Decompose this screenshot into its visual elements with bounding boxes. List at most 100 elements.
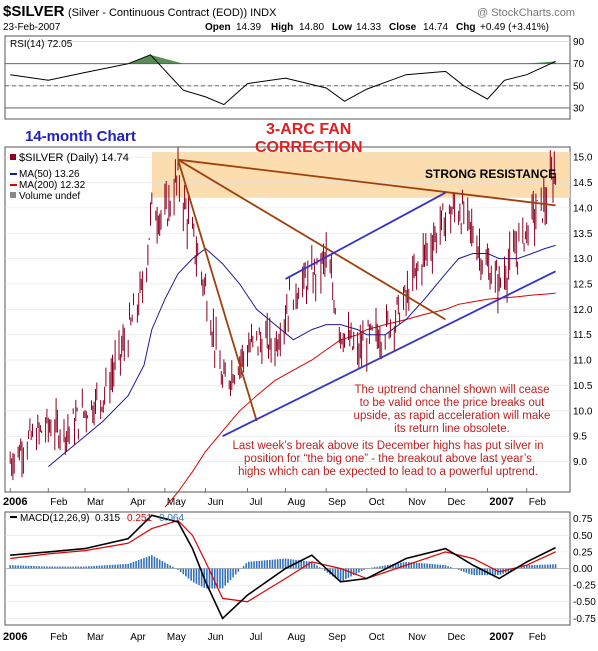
price-bars: [9, 147, 557, 481]
macd-hist-bar: [130, 562, 132, 569]
macd-hist-bar: [195, 568, 198, 584]
macd-hist-bar: [297, 560, 300, 569]
macd-hist-bar: [345, 568, 347, 580]
macd-hist-bar: [384, 565, 386, 569]
macd-hist-bar: [185, 568, 187, 577]
macd-hist-bar: [536, 564, 539, 569]
macd-hist-bar: [206, 568, 208, 589]
macd-hist-bar: [266, 560, 268, 569]
price-tick-label: 11.5: [573, 330, 592, 341]
macd-hist-bar: [187, 568, 190, 579]
breakout-note-line: highs which can be expected to lead to a…: [238, 466, 538, 478]
x-axis-label: Jun: [208, 632, 224, 643]
x-axis-label: Mar: [87, 632, 105, 643]
macd-hist-bar: [334, 568, 337, 579]
macd-hist-bar: [153, 556, 156, 569]
x-axis-label: Feb: [529, 497, 547, 508]
price-tick-label: 12.5: [573, 279, 593, 290]
channel-note-line: its return line obsolete.: [394, 423, 510, 435]
breakout-note-line: Last week’s break above its December hig…: [232, 440, 543, 452]
macd-hist-bar: [9, 565, 12, 569]
macd-hist-bar: [457, 568, 460, 570]
macd-hist-bar: [434, 564, 436, 569]
channel-note-line: upside, as rapid acceleration will make: [354, 410, 551, 422]
macd-hist-bar: [124, 564, 127, 569]
macd-hist-bar: [360, 568, 363, 572]
macd-hist-bar: [234, 568, 237, 575]
macd-hist-bar: [19, 565, 22, 569]
macd-hist-bar: [295, 559, 297, 569]
macd-hist-bar: [169, 565, 171, 569]
header-description: (Silver - Continuous Contract (EOD)) IND…: [68, 7, 277, 19]
macd-hist-bar: [300, 560, 303, 569]
x-axis-label: Oct: [369, 632, 385, 643]
macd-signal-value: 0.251: [127, 513, 152, 524]
header-date: 23-Feb-2007: [3, 22, 61, 33]
macd-hist-bar: [473, 568, 476, 576]
macd-hist-bar: [177, 568, 179, 570]
macd-hist-bar: [397, 563, 400, 569]
low-value: 14.33: [356, 22, 381, 33]
x-axis-label: Nov: [408, 632, 426, 643]
x-axis-label: Aug: [288, 497, 306, 508]
macd-hist-bar: [523, 566, 525, 569]
macd-hist-bar: [227, 568, 229, 583]
high-label: High: [271, 22, 293, 33]
macd-hist-bar: [25, 565, 27, 569]
price-tick-label: 10.0: [573, 406, 593, 417]
x-axis-label: Dec: [447, 632, 465, 643]
macd-hist-bar: [114, 564, 116, 569]
macd-hist-bar: [444, 565, 447, 569]
macd-hist-bar: [127, 563, 130, 569]
macd-hist-bar: [132, 561, 135, 569]
open-label: Open: [205, 22, 231, 33]
fan-title-2: CORRECTION: [255, 139, 363, 156]
macd-hist-bar: [394, 563, 397, 569]
macd-hist-bar: [22, 565, 25, 569]
macd-hist-bar: [418, 562, 421, 569]
macd-hist-bar: [119, 564, 122, 569]
macd-tick-label: 0.75: [573, 514, 593, 525]
macd-hist-bar: [554, 564, 557, 569]
macd-hist-bar: [463, 568, 465, 572]
macd-hist-bar: [276, 559, 279, 569]
macd-hist-bar: [224, 568, 227, 586]
x-axis-label: Feb: [50, 497, 68, 508]
macd-hist-bar: [35, 566, 38, 569]
macd-hist-bar: [531, 565, 533, 569]
x-axis-label: Feb: [529, 632, 547, 643]
macd-hist-bar: [541, 564, 544, 569]
price-tick-label: 15.0: [573, 153, 593, 164]
macd-hist-bar: [245, 563, 248, 569]
macd-hist-bar: [410, 562, 413, 569]
ma50-line: [47, 244, 556, 467]
low-label: Low: [332, 22, 352, 33]
header-symbol: $SILVER: [3, 3, 65, 20]
macd-hist-bar: [358, 568, 360, 573]
x-axis-label: Jul: [250, 497, 263, 508]
macd-hist-bar: [310, 561, 313, 569]
macd-hist-bar: [331, 568, 334, 577]
fan-title-1: 3-ARC FAN: [266, 121, 351, 138]
macd-layer: 0.75 0.50 0.25 0.00 -0.25 -0.50 -0.75: [5, 514, 596, 625]
macd-hist-bar: [33, 566, 35, 569]
macd-hist-bar: [200, 568, 203, 587]
macd-hist-bar: [525, 565, 528, 569]
macd-hist-bar: [148, 556, 150, 569]
macd-hist-bar: [69, 566, 72, 569]
macd-hist-bar: [308, 561, 310, 569]
macd-hist-bar: [337, 568, 339, 580]
macd-hist-bar: [491, 568, 494, 576]
macd-hist-bar: [72, 566, 74, 569]
macd-tick-label: -0.50: [573, 597, 596, 608]
macd-hist-bar: [101, 565, 103, 569]
x-axis-label: Oct: [369, 497, 385, 508]
macd-hist-bar: [95, 565, 98, 569]
macd-hist-bar: [489, 568, 491, 576]
macd-hist-bar: [216, 568, 219, 589]
x-axis-label: Sep: [328, 632, 346, 643]
macd-hist-bar: [381, 565, 384, 569]
price-tick-label: 10.5: [573, 381, 593, 392]
legend-volume: Volume undef: [19, 191, 80, 202]
